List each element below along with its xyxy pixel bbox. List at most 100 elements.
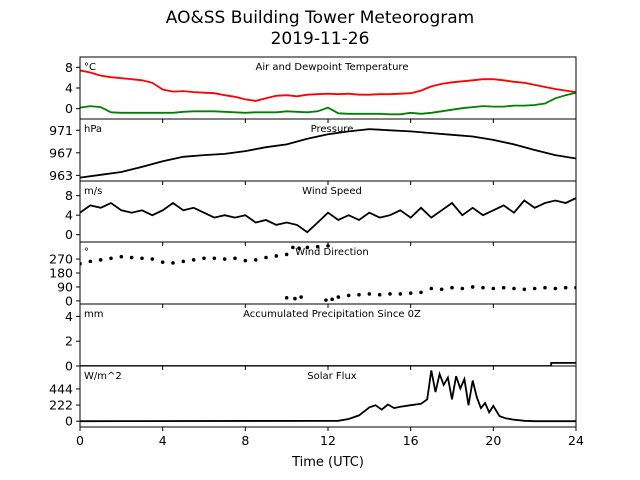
wind_direction-point	[299, 295, 303, 299]
precipitation-unit-label: mm	[84, 309, 103, 320]
y-tick-label: 0	[65, 101, 73, 116]
wind_direction-point	[408, 291, 413, 295]
y-tick-label: 4	[65, 309, 73, 324]
figure-date: 2019-11-26	[270, 29, 370, 49]
y-tick-label: 270	[49, 252, 73, 267]
y-tick-label: 963	[49, 168, 73, 183]
wind_direction-point	[419, 290, 423, 295]
wind_direction-point	[388, 292, 392, 296]
wind_direction-point	[512, 286, 516, 291]
y-tick-label: 90	[57, 279, 73, 294]
wind_direction-point	[150, 257, 155, 261]
wind_direction-point	[326, 244, 330, 248]
wind_direction-point	[98, 258, 103, 262]
wind_direction-point	[171, 261, 175, 265]
wind_direction-point	[357, 292, 361, 297]
pressure-unit-label: hPa	[84, 124, 102, 135]
y-tick-label: 0	[65, 293, 73, 308]
wind_direction-point	[481, 285, 485, 290]
wind_direction-point	[140, 256, 144, 261]
wind_direction-point	[222, 257, 227, 261]
wind_direction-point	[243, 258, 248, 263]
x-tick-label: 20	[485, 433, 501, 448]
wind_direction-point	[233, 256, 237, 261]
panel-wind_speed: 0 4 8 m/s Wind Speed	[65, 180, 577, 246]
wind_direction-point	[291, 245, 295, 250]
wind_direction-point	[346, 293, 351, 298]
wind_direction-point	[129, 255, 134, 260]
wind_direction-point	[297, 246, 301, 250]
wind_direction-point	[160, 260, 165, 264]
wind_speed-unit-label: m/s	[84, 186, 102, 197]
wind_direction-point	[429, 286, 434, 291]
wind_direction-point	[264, 255, 268, 260]
wind_direction-point	[439, 287, 444, 292]
x-tick-label: 4	[159, 433, 167, 448]
temperature-unit-label: °C	[84, 62, 96, 73]
wind_direction-point	[563, 285, 568, 290]
pressure-title: Pressure	[311, 124, 354, 135]
wind_direction-point	[336, 295, 341, 299]
wind_direction-point	[367, 292, 372, 296]
wind_direction-point	[398, 292, 403, 296]
wind_direction-title: Wind Direction	[295, 247, 369, 258]
y-tick-label: 444	[49, 381, 73, 396]
y-tick-label: 8	[65, 60, 73, 75]
precipitation-series-0	[80, 361, 576, 366]
y-tick-label: 4	[65, 208, 73, 223]
wind_direction-unit-label: °	[84, 247, 89, 258]
x-tick-label: 16	[403, 433, 419, 448]
wind_direction-point	[284, 252, 289, 257]
y-tick-label: 8	[65, 188, 73, 203]
x-tick-label: 8	[241, 433, 249, 448]
figure-title: AO&SS Building Tower Meteorogram	[165, 8, 475, 28]
wind_direction-point	[324, 298, 328, 302]
solar_flux-unit-label: W/m^2	[84, 371, 122, 382]
y-tick-label: 4	[65, 81, 73, 96]
y-tick-label: 0	[65, 359, 73, 374]
y-tick-label: 222	[49, 398, 73, 413]
wind_direction-point	[501, 285, 506, 290]
wind_direction-point	[543, 285, 547, 290]
wind_direction-point	[491, 286, 496, 291]
wind_direction-point	[553, 286, 558, 291]
wind_direction-point	[315, 244, 320, 249]
wind_direction-point	[470, 285, 475, 289]
wind_direction-point	[522, 287, 527, 292]
wind_direction-point	[181, 259, 186, 264]
precipitation-title: Accumulated Precipitation Since 0Z	[243, 309, 421, 320]
y-tick-label: 180	[49, 266, 73, 281]
wind_direction-point	[274, 254, 279, 258]
wind_direction-point	[253, 258, 258, 262]
wind_direction-point	[191, 258, 196, 262]
y-tick-label: 0	[65, 414, 73, 429]
panel-pressure: 963 967 971 hPa Pressure	[49, 118, 577, 185]
wind_direction-point	[109, 256, 113, 261]
wind_direction-point	[377, 292, 382, 297]
solar_flux-title: Solar Flux	[307, 371, 357, 382]
x-axis-label: Time (UTC)	[291, 455, 364, 470]
x-tick-label: 12	[320, 433, 336, 448]
wind_direction-point	[119, 254, 124, 259]
y-tick-label: 971	[49, 123, 73, 138]
wind_direction-point	[212, 256, 217, 261]
temperature-series-1	[80, 91, 576, 116]
wind_direction-point	[305, 245, 310, 250]
wind_direction-point	[88, 259, 93, 264]
x-tick-label: 24	[568, 433, 584, 448]
y-tick-label: 967	[49, 145, 73, 160]
pressure-series-0	[80, 128, 576, 179]
temperature-title: Air and Dewpoint Temperature	[256, 62, 409, 73]
y-tick-label: 2	[65, 334, 73, 349]
wind_direction-point	[293, 296, 297, 301]
y-tick-label: 0	[65, 227, 73, 242]
wind_direction-point	[202, 256, 206, 261]
wind_direction-point	[330, 297, 334, 302]
wind_speed-title: Wind Speed	[302, 186, 362, 197]
temperature-series-0	[80, 69, 576, 102]
wind_speed-series-0	[80, 197, 576, 234]
wind_direction-point	[460, 286, 465, 291]
